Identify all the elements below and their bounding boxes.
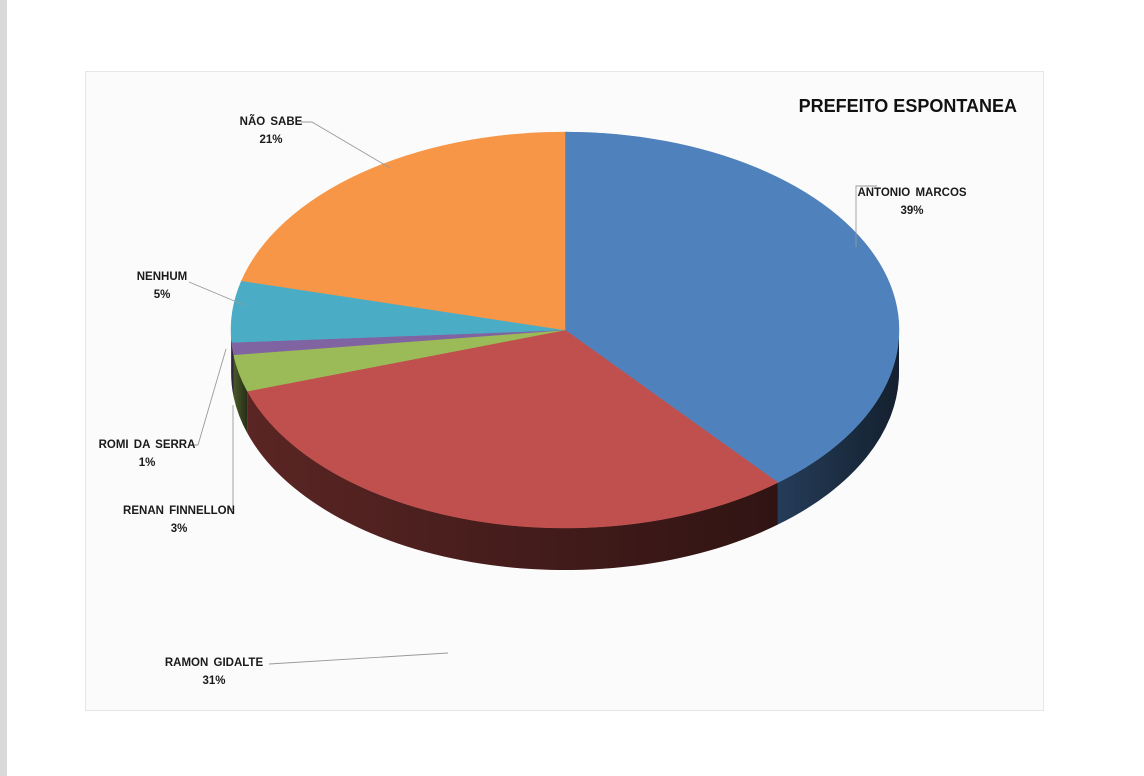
data-labels: ANTONIO MARCOS 39% RAMON GIDALTE 31% RENAN F… [99,115,967,687]
pie-slice-side-shade-3 [231,342,234,397]
pie-chart: ANTONIO MARCOS 39% RAMON GIDALTE 31% RENAN F… [99,96,1017,687]
slice-value-label-2: 3% [171,523,188,535]
leader-line-0 [855,185,877,247]
leader-line-5 [301,121,391,169]
slice-value-label-4: 5% [154,289,171,301]
pie-slice-5 [241,131,566,331]
slice-label-3: ROMI DA SERRA [99,439,196,451]
pie-slice-side-shade-2 [233,354,248,434]
pie-slice-1 [246,329,779,529]
pie-top-layer [230,131,900,529]
slice-label-4: NENHUM [137,271,187,283]
leader-lines [188,121,877,665]
leader-line-4 [188,281,245,306]
pie-slice-side-shade-0 [777,330,899,525]
slice-label-1: RAMON GIDALTE [165,657,264,669]
chart-area: ANTONIO MARCOS 39% RAMON GIDALTE 31% RENAN F… [85,71,1044,711]
chart-title: PREFEITO ESPONTANEA [799,96,1017,116]
slice-value-label-3: 1% [139,457,156,469]
slice-value-label-5: 21% [259,134,282,146]
leader-line-3 [192,348,227,446]
page-left-edge [0,0,7,776]
pie-slice-0 [564,131,900,483]
slice-value-label-0: 39% [900,205,923,217]
pie-depth-layer [231,330,899,570]
pie-slice-side-shade-4 [231,330,232,385]
leader-line-1 [268,652,449,665]
slice-label-5: NÃO SABE [240,115,303,128]
slice-label-0: ANTONIO MARCOS [857,187,966,199]
pie-slice-side-shade-1 [247,391,778,570]
slice-label-2: RENAN FINNELLON [123,505,235,517]
leader-line-2 [227,405,234,510]
slice-value-label-1: 31% [202,675,225,687]
